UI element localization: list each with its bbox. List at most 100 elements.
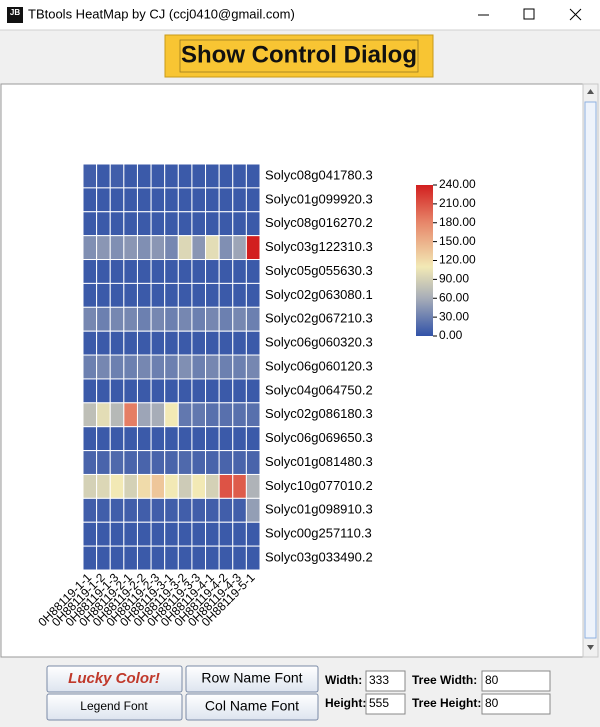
heat-cell <box>191 282 207 308</box>
heat-cell <box>177 354 193 380</box>
heat-cell <box>123 330 138 356</box>
heat-cell <box>177 211 193 237</box>
width-input[interactable] <box>365 670 406 692</box>
heat-cell <box>123 450 138 475</box>
heat-cell <box>109 545 125 571</box>
legend-font-button[interactable] <box>46 693 183 721</box>
close-button[interactable] <box>569 8 582 21</box>
heat-cell <box>109 354 125 380</box>
heat-cell <box>218 330 234 356</box>
heat-cell <box>232 330 247 356</box>
colorbar-tick-label: 60.00 <box>439 290 469 304</box>
heat-cell <box>96 211 111 237</box>
heat-cell <box>123 211 138 237</box>
heat-cell <box>177 473 193 499</box>
heat-cell <box>245 497 261 523</box>
heat-cell <box>177 450 193 475</box>
heat-cell <box>150 330 166 356</box>
heat-cell <box>164 521 179 547</box>
heat-cell <box>82 282 98 308</box>
heat-cell <box>205 306 220 332</box>
width-label: Width: <box>325 673 362 687</box>
heat-cell <box>109 235 125 261</box>
heat-cell <box>123 497 138 523</box>
heat-cell <box>136 521 152 547</box>
heat-cell <box>136 306 152 332</box>
heat-cell <box>177 235 193 261</box>
heat-cell <box>245 187 261 213</box>
lucky-color-label: Lucky Color! <box>68 670 160 687</box>
heat-cell <box>218 473 234 499</box>
tree-height-input[interactable] <box>481 693 551 715</box>
show-control-button[interactable] <box>164 34 434 78</box>
row-label: Solyc01g099920.3 <box>265 191 373 206</box>
heat-cell <box>164 450 179 475</box>
heat-cell <box>245 450 261 475</box>
heat-cell <box>150 354 166 380</box>
col-name-font-button[interactable] <box>185 693 319 721</box>
row-label: Solyc02g086180.3 <box>265 406 373 421</box>
heat-cell <box>96 497 111 523</box>
heat-cell <box>177 402 193 428</box>
lucky-color-button[interactable] <box>46 665 183 693</box>
heat-cell <box>205 521 220 547</box>
heat-cell <box>205 163 220 189</box>
heat-cell <box>150 545 166 571</box>
heat-cell <box>218 306 234 332</box>
heat-cell <box>245 330 261 356</box>
heat-cell <box>232 378 247 404</box>
heat-cell <box>205 211 220 237</box>
heat-cell <box>177 187 193 213</box>
scroll-up[interactable] <box>587 89 594 94</box>
heat-cell <box>150 211 166 237</box>
heat-cell <box>82 259 98 284</box>
heat-cell <box>218 402 234 428</box>
heat-cell <box>218 235 234 261</box>
heat-cell <box>191 211 207 237</box>
heat-cell <box>109 426 125 452</box>
heat-cell <box>96 354 111 380</box>
heat-cell <box>96 521 111 547</box>
heat-cell <box>150 378 166 404</box>
heat-cell <box>136 473 152 499</box>
row-name-font-button[interactable] <box>185 665 319 693</box>
heat-cell <box>109 378 125 404</box>
heat-cell <box>150 521 166 547</box>
heat-cell <box>123 378 138 404</box>
heat-cell <box>123 163 138 189</box>
heat-cell <box>96 378 111 404</box>
scroll-thumb[interactable] <box>584 101 597 639</box>
row-label: Solyc10g077010.2 <box>265 478 373 493</box>
height-input[interactable] <box>365 693 406 715</box>
heat-cell <box>232 545 247 571</box>
heat-cell <box>232 259 247 284</box>
heat-cell <box>164 282 179 308</box>
heat-cell <box>177 497 193 523</box>
colorbar-tick-label: 180.00 <box>439 215 476 229</box>
tree-width-input[interactable] <box>481 670 551 692</box>
heat-cell <box>232 211 247 237</box>
heat-cell <box>82 473 98 499</box>
heat-cell <box>136 450 152 475</box>
heat-cell <box>150 187 166 213</box>
heat-cell <box>136 282 152 308</box>
heat-cell <box>150 282 166 308</box>
row-label: Solyc06g060120.3 <box>265 358 373 373</box>
maximize-button[interactable] <box>523 8 535 20</box>
scroll-down[interactable] <box>587 645 594 650</box>
heat-cell <box>218 521 234 547</box>
heat-cell <box>191 378 207 404</box>
heat-cell <box>150 426 166 452</box>
heat-cell <box>218 354 234 380</box>
heat-cell <box>232 450 247 475</box>
heat-cell <box>136 211 152 237</box>
heat-cell <box>123 187 138 213</box>
heat-cell <box>123 235 138 261</box>
heat-cell <box>245 545 261 571</box>
tree-height-label: Tree Height: <box>412 696 481 710</box>
heat-cell <box>136 426 152 452</box>
heat-cell <box>123 521 138 547</box>
heat-cell <box>218 450 234 475</box>
